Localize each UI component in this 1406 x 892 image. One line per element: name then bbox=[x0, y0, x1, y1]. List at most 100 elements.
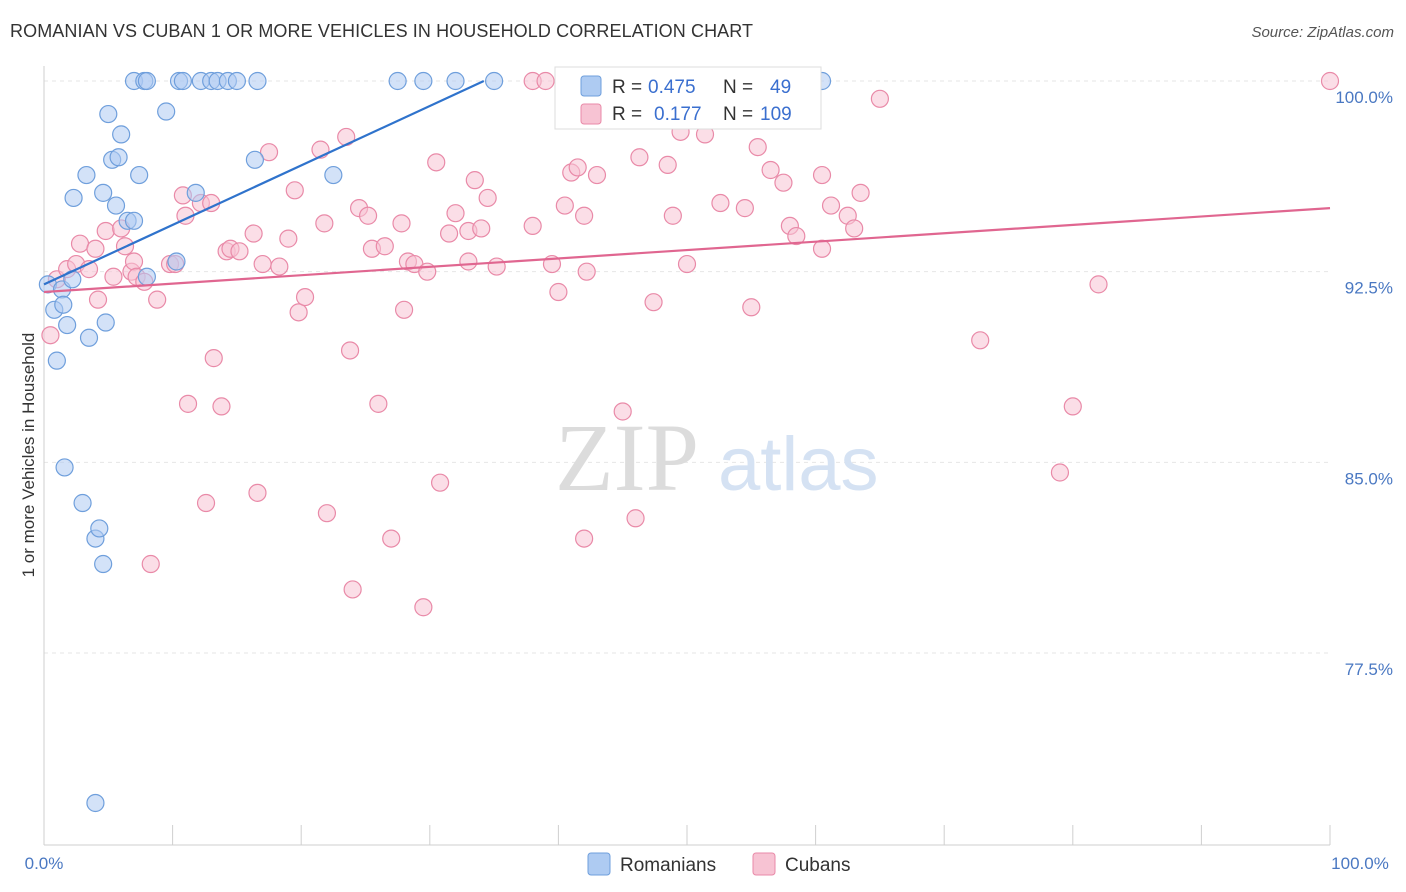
cuban-point-82 bbox=[663, 206, 682, 225]
cuban-trend-line bbox=[43, 207, 1331, 294]
romanian-point-24 bbox=[137, 267, 156, 286]
cuban-point-13 bbox=[124, 252, 144, 271]
romanian-point-9 bbox=[77, 165, 96, 185]
romanian-point-38 bbox=[245, 150, 265, 169]
cuban-point-81 bbox=[658, 155, 677, 174]
bottom-legend-label-cubans: Cubans bbox=[785, 855, 851, 876]
cuban-point-65 bbox=[472, 219, 491, 238]
cuban-point-22 bbox=[178, 394, 198, 413]
legend-swatch-romanians bbox=[580, 75, 602, 97]
legend-n-value-0: 49 bbox=[770, 77, 791, 98]
cuban-point-86 bbox=[711, 193, 730, 213]
cuban-point-38 bbox=[289, 303, 308, 322]
cuban-point-26 bbox=[204, 349, 223, 368]
romanian-point-12 bbox=[90, 519, 109, 538]
source-label: Source: ZipAtlas.com bbox=[1251, 24, 1394, 41]
romanian-point-41 bbox=[388, 71, 407, 91]
romanian-point-23 bbox=[130, 165, 149, 185]
cuban-point-0 bbox=[41, 326, 60, 345]
cuban-point-8 bbox=[96, 221, 115, 241]
romanian-point-44 bbox=[485, 71, 504, 91]
cuban-point-93 bbox=[787, 226, 806, 246]
cuban-point-103 bbox=[1063, 397, 1082, 416]
romanian-point-4 bbox=[54, 295, 73, 314]
cuban-point-17 bbox=[148, 290, 167, 309]
cuban-point-47 bbox=[358, 206, 378, 225]
romanian-point-42 bbox=[414, 71, 433, 91]
cuban-point-33 bbox=[253, 254, 272, 274]
cuban-point-6 bbox=[86, 239, 105, 258]
cuban-point-30 bbox=[230, 242, 249, 261]
cuban-point-39 bbox=[295, 287, 315, 307]
cuban-points bbox=[41, 71, 1340, 617]
x-ticks bbox=[43, 825, 1331, 845]
y-tick-label-3: 100.0% bbox=[1335, 88, 1393, 107]
bottom-legend-swatch-cubans bbox=[752, 852, 776, 876]
cuban-point-37 bbox=[285, 181, 304, 200]
x-tick-label-min: 0.0% bbox=[25, 854, 64, 873]
watermark-zip: ZIP bbox=[555, 404, 699, 511]
y-axis-label: 1 or more Vehicles in Household bbox=[19, 333, 38, 578]
cuban-point-96 bbox=[821, 196, 841, 215]
cuban-point-66 bbox=[478, 188, 497, 208]
cuban-point-31 bbox=[244, 224, 263, 243]
romanian-point-18 bbox=[106, 196, 126, 215]
romanian-trend-line bbox=[43, 80, 485, 286]
romanian-point-10 bbox=[79, 328, 99, 347]
cuban-point-36 bbox=[279, 229, 298, 248]
cuban-point-60 bbox=[439, 224, 459, 243]
cuban-point-98 bbox=[845, 219, 864, 238]
legend-r-label-1: R = bbox=[612, 104, 642, 125]
cuban-point-61 bbox=[446, 204, 465, 223]
cuban-point-52 bbox=[392, 214, 411, 233]
cuban-point-34 bbox=[259, 143, 279, 162]
cuban-point-35 bbox=[270, 257, 289, 276]
cuban-point-56 bbox=[414, 598, 433, 617]
legend-n-label-0: N = bbox=[723, 77, 753, 98]
chart-title: ROMANIAN VS CUBAN 1 OR MORE VEHICLES IN … bbox=[10, 21, 754, 41]
cuban-point-9 bbox=[104, 267, 123, 286]
cuban-point-84 bbox=[677, 254, 697, 274]
cuban-point-53 bbox=[394, 300, 414, 319]
legend-r-label-0: R = bbox=[612, 77, 642, 98]
romanian-point-20 bbox=[112, 125, 131, 144]
cuban-point-70 bbox=[549, 282, 568, 302]
cuban-point-24 bbox=[196, 493, 216, 513]
cuban-point-67 bbox=[487, 257, 506, 276]
legend-swatch-cubans bbox=[580, 103, 602, 125]
cuban-point-7 bbox=[88, 290, 108, 309]
cuban-point-51 bbox=[382, 529, 401, 548]
cuban-point-100 bbox=[870, 89, 890, 108]
cuban-point-75 bbox=[577, 262, 596, 281]
cuban-point-106 bbox=[575, 529, 594, 548]
cuban-point-94 bbox=[812, 239, 832, 258]
cuban-point-49 bbox=[369, 394, 388, 413]
cuban-point-105 bbox=[1320, 71, 1340, 91]
cuban-point-4 bbox=[70, 234, 90, 253]
watermark-atlas: atlas bbox=[718, 422, 879, 507]
romanian-point-13 bbox=[94, 554, 113, 574]
romanian-point-32 bbox=[186, 183, 205, 202]
cuban-point-89 bbox=[748, 137, 767, 157]
cuban-point-77 bbox=[613, 402, 632, 421]
cuban-point-62 bbox=[459, 252, 478, 271]
legend-r-value-0: 0.475 bbox=[648, 77, 696, 98]
cuban-point-42 bbox=[317, 504, 337, 523]
series-legend: Romanians Cubans bbox=[587, 852, 851, 876]
y-tick-label-2: 92.5% bbox=[1345, 279, 1393, 298]
cuban-point-101 bbox=[971, 331, 990, 350]
cuban-point-79 bbox=[630, 148, 649, 167]
legend-r-value-1: 0.177 bbox=[654, 104, 702, 125]
cuban-point-74 bbox=[575, 206, 594, 225]
watermark: ZIP atlas bbox=[555, 404, 879, 511]
y-tick-label-0: 77.5% bbox=[1345, 660, 1393, 679]
romanian-points bbox=[38, 71, 832, 813]
cuban-point-50 bbox=[375, 237, 394, 256]
cuban-point-45 bbox=[343, 580, 362, 599]
cuban-point-58 bbox=[427, 153, 446, 172]
romanian-point-27 bbox=[137, 71, 156, 91]
y-tick-label-1: 85.0% bbox=[1345, 469, 1393, 488]
x-tick-label-max: 100.0% bbox=[1331, 854, 1389, 873]
cuban-point-87 bbox=[735, 199, 754, 218]
